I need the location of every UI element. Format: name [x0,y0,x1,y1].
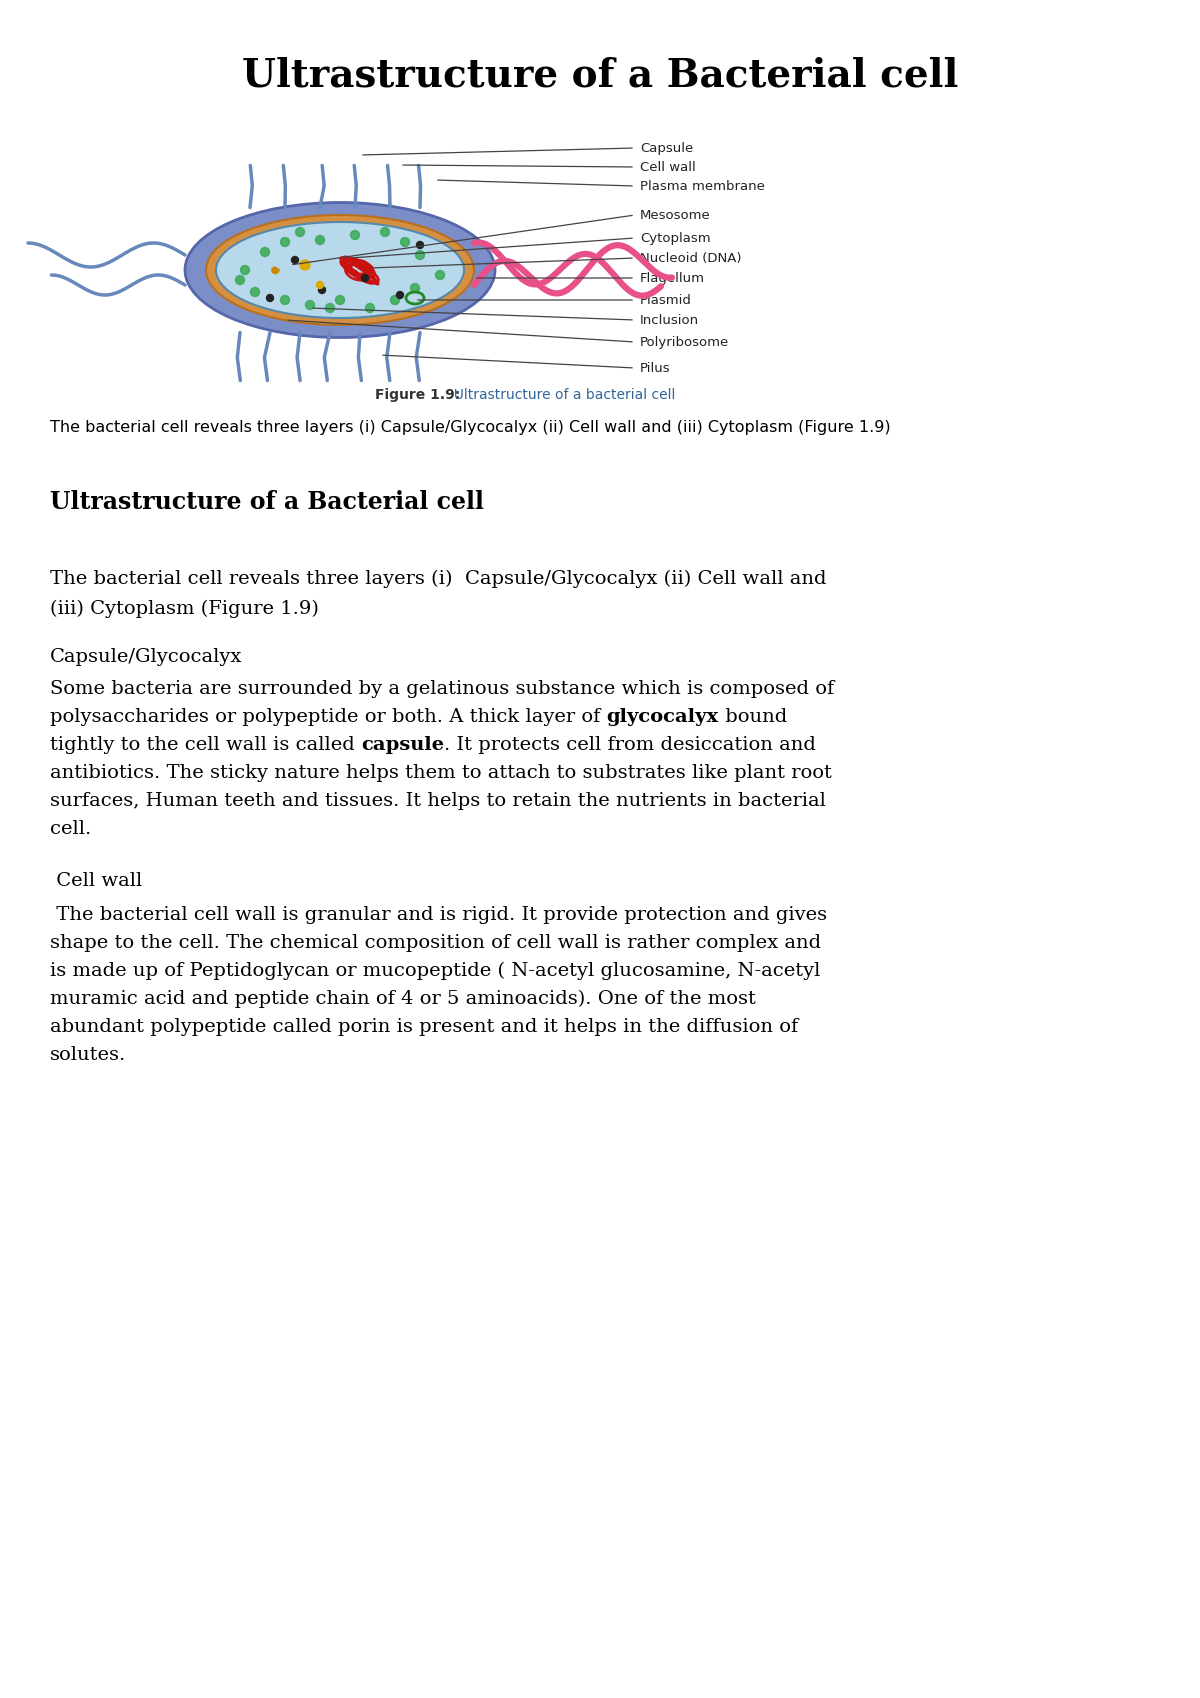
Text: cell.: cell. [50,820,91,839]
Circle shape [260,248,270,256]
Circle shape [350,231,360,239]
Circle shape [316,236,324,245]
Text: solutes.: solutes. [50,1046,126,1065]
Text: tightly to the cell wall is called: tightly to the cell wall is called [50,735,361,754]
Text: polysaccharides or polypeptide or both. A thick layer of: polysaccharides or polypeptide or both. … [50,708,607,727]
Circle shape [240,265,250,275]
Text: shape to the cell. The chemical composition of cell wall is rather complex and: shape to the cell. The chemical composit… [50,934,821,953]
Text: capsule: capsule [361,735,444,754]
Circle shape [300,260,310,270]
Text: muramic acid and peptide chain of 4 or 5 aminoacids). One of the most: muramic acid and peptide chain of 4 or 5… [50,990,756,1009]
Text: glycocalyx: glycocalyx [607,708,719,727]
Text: The bacterial cell reveals three layers (i)  Capsule/Glycocalyx (ii) Cell wall a: The bacterial cell reveals three layers … [50,571,827,588]
Text: Capsule/Glycocalyx: Capsule/Glycocalyx [50,649,242,666]
Circle shape [281,238,289,246]
Circle shape [361,275,368,282]
Circle shape [436,270,444,280]
Circle shape [317,282,324,289]
Circle shape [401,238,409,246]
Circle shape [266,294,274,302]
Circle shape [410,284,420,292]
Text: bound: bound [719,708,787,727]
Text: The bacterial cell reveals three layers (i) Capsule/Glycocalyx (ii) Cell wall an: The bacterial cell reveals three layers … [50,419,890,435]
Circle shape [292,256,299,263]
Text: Cytoplasm: Cytoplasm [640,231,710,245]
Circle shape [380,228,390,236]
Text: Inclusion: Inclusion [640,314,700,326]
Text: Figure 1.9:: Figure 1.9: [374,389,461,402]
Circle shape [390,295,400,304]
Text: Cell wall: Cell wall [50,873,143,890]
Circle shape [396,292,403,299]
Text: Some bacteria are surrounded by a gelatinous substance which is composed of: Some bacteria are surrounded by a gelati… [50,679,834,698]
Circle shape [325,304,335,312]
Text: Plasmid: Plasmid [640,294,692,307]
Circle shape [295,228,305,236]
Text: surfaces, Human teeth and tissues. It helps to retain the nutrients in bacterial: surfaces, Human teeth and tissues. It he… [50,791,826,810]
Text: antibiotics. The sticky nature helps them to attach to substrates like plant roo: antibiotics. The sticky nature helps the… [50,764,832,783]
Text: Pilus: Pilus [640,362,671,375]
Text: Ultrastructure of a Bacterial cell: Ultrastructure of a Bacterial cell [50,491,484,514]
Ellipse shape [185,202,496,338]
Circle shape [251,287,259,297]
Ellipse shape [216,222,464,318]
Circle shape [336,295,344,304]
Text: . It protects cell from desiccation and: . It protects cell from desiccation and [444,735,816,754]
Circle shape [281,295,289,304]
Text: Ultrastructure of a Bacterial cell: Ultrastructure of a Bacterial cell [242,56,958,93]
Text: Polyribosome: Polyribosome [640,336,730,348]
Text: Flagellum: Flagellum [640,272,706,285]
Text: Cell wall: Cell wall [640,161,696,173]
Circle shape [415,251,425,260]
Text: Capsule: Capsule [640,141,694,155]
Text: (iii) Cytoplasm (Figure 1.9): (iii) Cytoplasm (Figure 1.9) [50,599,319,618]
Text: The bacterial cell wall is granular and is rigid. It provide protection and give: The bacterial cell wall is granular and … [50,907,827,924]
Circle shape [366,304,374,312]
Ellipse shape [206,216,474,324]
Circle shape [318,287,325,294]
Text: is made up of Peptidoglycan or mucopeptide ( N-acetyl glucosamine, N-acetyl: is made up of Peptidoglycan or mucopepti… [50,963,821,980]
Text: abundant polypeptide called porin is present and it helps in the diffusion of: abundant polypeptide called porin is pre… [50,1019,798,1036]
Circle shape [416,241,424,248]
Text: Ultrastructure of a bacterial cell: Ultrastructure of a bacterial cell [445,389,676,402]
Text: Plasma membrane: Plasma membrane [640,180,764,192]
Circle shape [235,275,245,285]
Text: Nucleoid (DNA): Nucleoid (DNA) [640,251,742,265]
Circle shape [306,301,314,309]
Text: Mesosome: Mesosome [640,209,710,221]
